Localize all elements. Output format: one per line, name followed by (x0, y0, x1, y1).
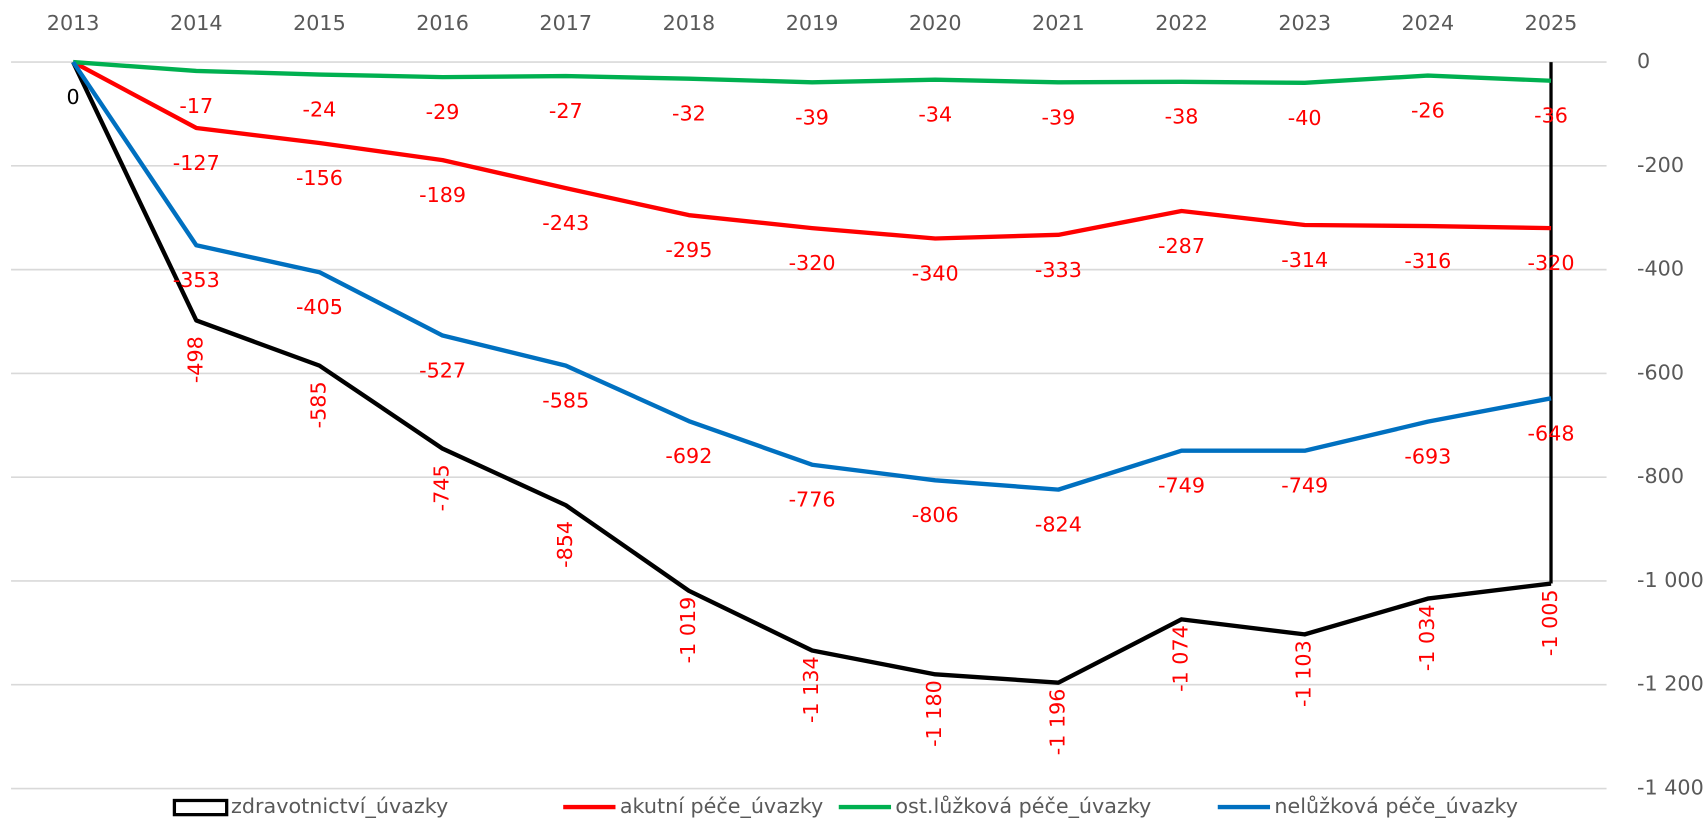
y-tick-label: -600 (1637, 360, 1684, 384)
data-label: -776 (789, 488, 836, 512)
data-label: -333 (1035, 258, 1082, 282)
x-tick-label: 2023 (1278, 11, 1331, 35)
x-tick-label: 2019 (786, 11, 839, 35)
x-tick-label: 2017 (539, 11, 592, 35)
data-label: -287 (1158, 234, 1205, 258)
data-label: -295 (665, 238, 712, 262)
x-tick-label: 2013 (47, 11, 100, 35)
data-label: -749 (1281, 474, 1328, 498)
data-label: -648 (1528, 421, 1575, 445)
data-label: -38 (1165, 105, 1199, 129)
data-label: -314 (1281, 248, 1328, 272)
series-line (72, 60, 1552, 241)
legend-label: ost.lůžková péče_úvazky (895, 794, 1151, 819)
data-label: -1 005 (1538, 589, 1562, 656)
y-tick-label: -1 200 (1637, 672, 1704, 696)
data-label: -29 (426, 100, 460, 124)
y-tick-label: -200 (1637, 153, 1684, 177)
data-label: -527 (419, 358, 466, 382)
data-label: -320 (1528, 251, 1575, 275)
data-label: -824 (1035, 513, 1082, 537)
data-label: -24 (303, 97, 337, 121)
data-label: -39 (1041, 105, 1075, 129)
y-tick-label: -400 (1637, 257, 1684, 281)
data-label: -806 (912, 503, 959, 527)
data-label: -243 (542, 211, 589, 235)
x-tick-label: 2020 (909, 11, 962, 35)
data-label: -854 (553, 521, 577, 568)
data-label: -692 (665, 444, 712, 468)
x-tick-label: 2025 (1525, 11, 1578, 35)
data-label: -32 (672, 102, 706, 126)
data-label: -1 180 (922, 680, 946, 747)
data-label: -156 (296, 166, 343, 190)
series-line (72, 59, 1552, 86)
data-label: -40 (1288, 106, 1322, 130)
data-label: -34 (918, 103, 952, 127)
y-tick-label: -1 000 (1637, 568, 1704, 592)
data-label: -585 (542, 389, 589, 413)
area-outline (71, 61, 1552, 685)
data-label: -26 (1411, 99, 1445, 123)
data-label: -340 (912, 261, 959, 285)
data-label: -749 (1158, 474, 1205, 498)
data-label: -1 019 (676, 597, 700, 664)
data-label: -693 (1404, 445, 1451, 469)
x-tick-label: 2018 (663, 11, 716, 35)
data-label: -39 (795, 105, 829, 129)
x-tick-label: 2014 (170, 11, 223, 35)
legend-label: akutní péče_úvazky (620, 794, 823, 819)
data-label: -27 (549, 99, 583, 123)
y-tick-label: 0 (1637, 49, 1650, 73)
data-label: -1 196 (1045, 689, 1069, 756)
data-label: -189 (419, 183, 466, 207)
x-tick-label: 2022 (1155, 11, 1208, 35)
x-tick-label: 2016 (416, 11, 469, 35)
series-line (71, 60, 1552, 492)
data-label: -745 (430, 464, 454, 511)
data-label: -320 (789, 251, 836, 275)
data-label: -36 (1534, 104, 1568, 128)
legend-label: nelůžková péče_úvazky (1274, 794, 1518, 819)
x-tick-label: 2015 (293, 11, 346, 35)
y-tick-label: -800 (1637, 464, 1684, 488)
data-label: -1 103 (1292, 640, 1316, 707)
y-tick-label: -1 400 (1637, 776, 1704, 800)
data-label: -1 034 (1415, 604, 1439, 671)
data-label: -585 (306, 381, 330, 428)
legend-label: zdravotnictví_úvazky (231, 794, 448, 819)
data-label: -353 (173, 268, 220, 292)
data-label: 0 (67, 85, 80, 109)
data-label: -1 074 (1169, 625, 1193, 692)
x-tick-label: 2021 (1032, 11, 1085, 35)
data-label: -498 (183, 336, 207, 383)
data-label: -1 134 (799, 656, 823, 723)
x-tick-label: 2024 (1402, 11, 1455, 35)
data-label: -405 (296, 295, 343, 319)
data-label: -127 (173, 151, 220, 175)
data-label: -316 (1404, 249, 1451, 273)
legend-swatch (172, 798, 229, 817)
data-label: -17 (179, 94, 213, 118)
